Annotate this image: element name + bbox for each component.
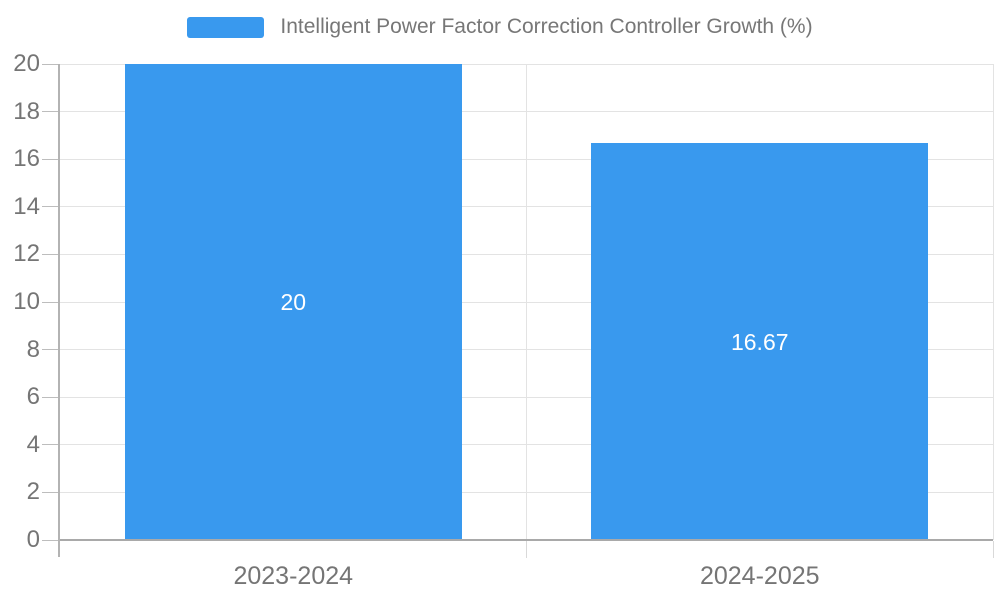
bar-value-label: 16.67 [730,328,789,355]
y-axis-label: 14 [13,192,40,220]
y-axis-label: 6 [26,383,40,411]
y-axis-tick [42,301,60,303]
y-axis-tick [42,253,60,255]
y-axis-label: 4 [26,430,40,458]
x-axis-line [60,539,993,541]
y-axis-tick [42,158,60,160]
bar-2024-2025[interactable] [591,143,928,539]
y-axis-label: 0 [26,526,40,553]
y-axis-tick [42,539,60,541]
bar-value-label: 20 [280,289,307,315]
x-axis-tick [992,541,994,558]
y-axis-label: 8 [26,335,40,363]
y-axis-line [58,64,60,557]
y-axis-tick [42,206,60,208]
chart-legend: Intelligent Power Factor Correction Cont… [0,15,1000,39]
y-axis-label: 2 [26,478,40,506]
y-axis-tick [42,63,60,65]
y-axis-label: 18 [13,97,40,125]
bar-2023-2024[interactable] [125,64,462,539]
category-boundary-gridline [992,64,994,540]
y-axis-tick [42,349,60,351]
y-axis-label: 16 [13,145,40,173]
x-axis-tick [526,541,527,558]
legend-title[interactable]: Intelligent Power Factor Correction Cont… [280,15,813,38]
category-boundary-gridline [526,64,527,540]
x-axis-label: 2024-2025 [699,562,820,590]
y-axis-tick [42,491,60,493]
x-axis-label: 2023-2024 [233,562,354,590]
y-axis-label: 20 [13,50,40,77]
legend-swatch[interactable] [187,16,265,38]
y-axis-label: 12 [13,240,40,268]
y-axis-tick [42,396,60,398]
y-axis-label: 10 [13,288,40,315]
y-axis-tick [42,444,60,446]
y-axis-tick [42,111,60,113]
